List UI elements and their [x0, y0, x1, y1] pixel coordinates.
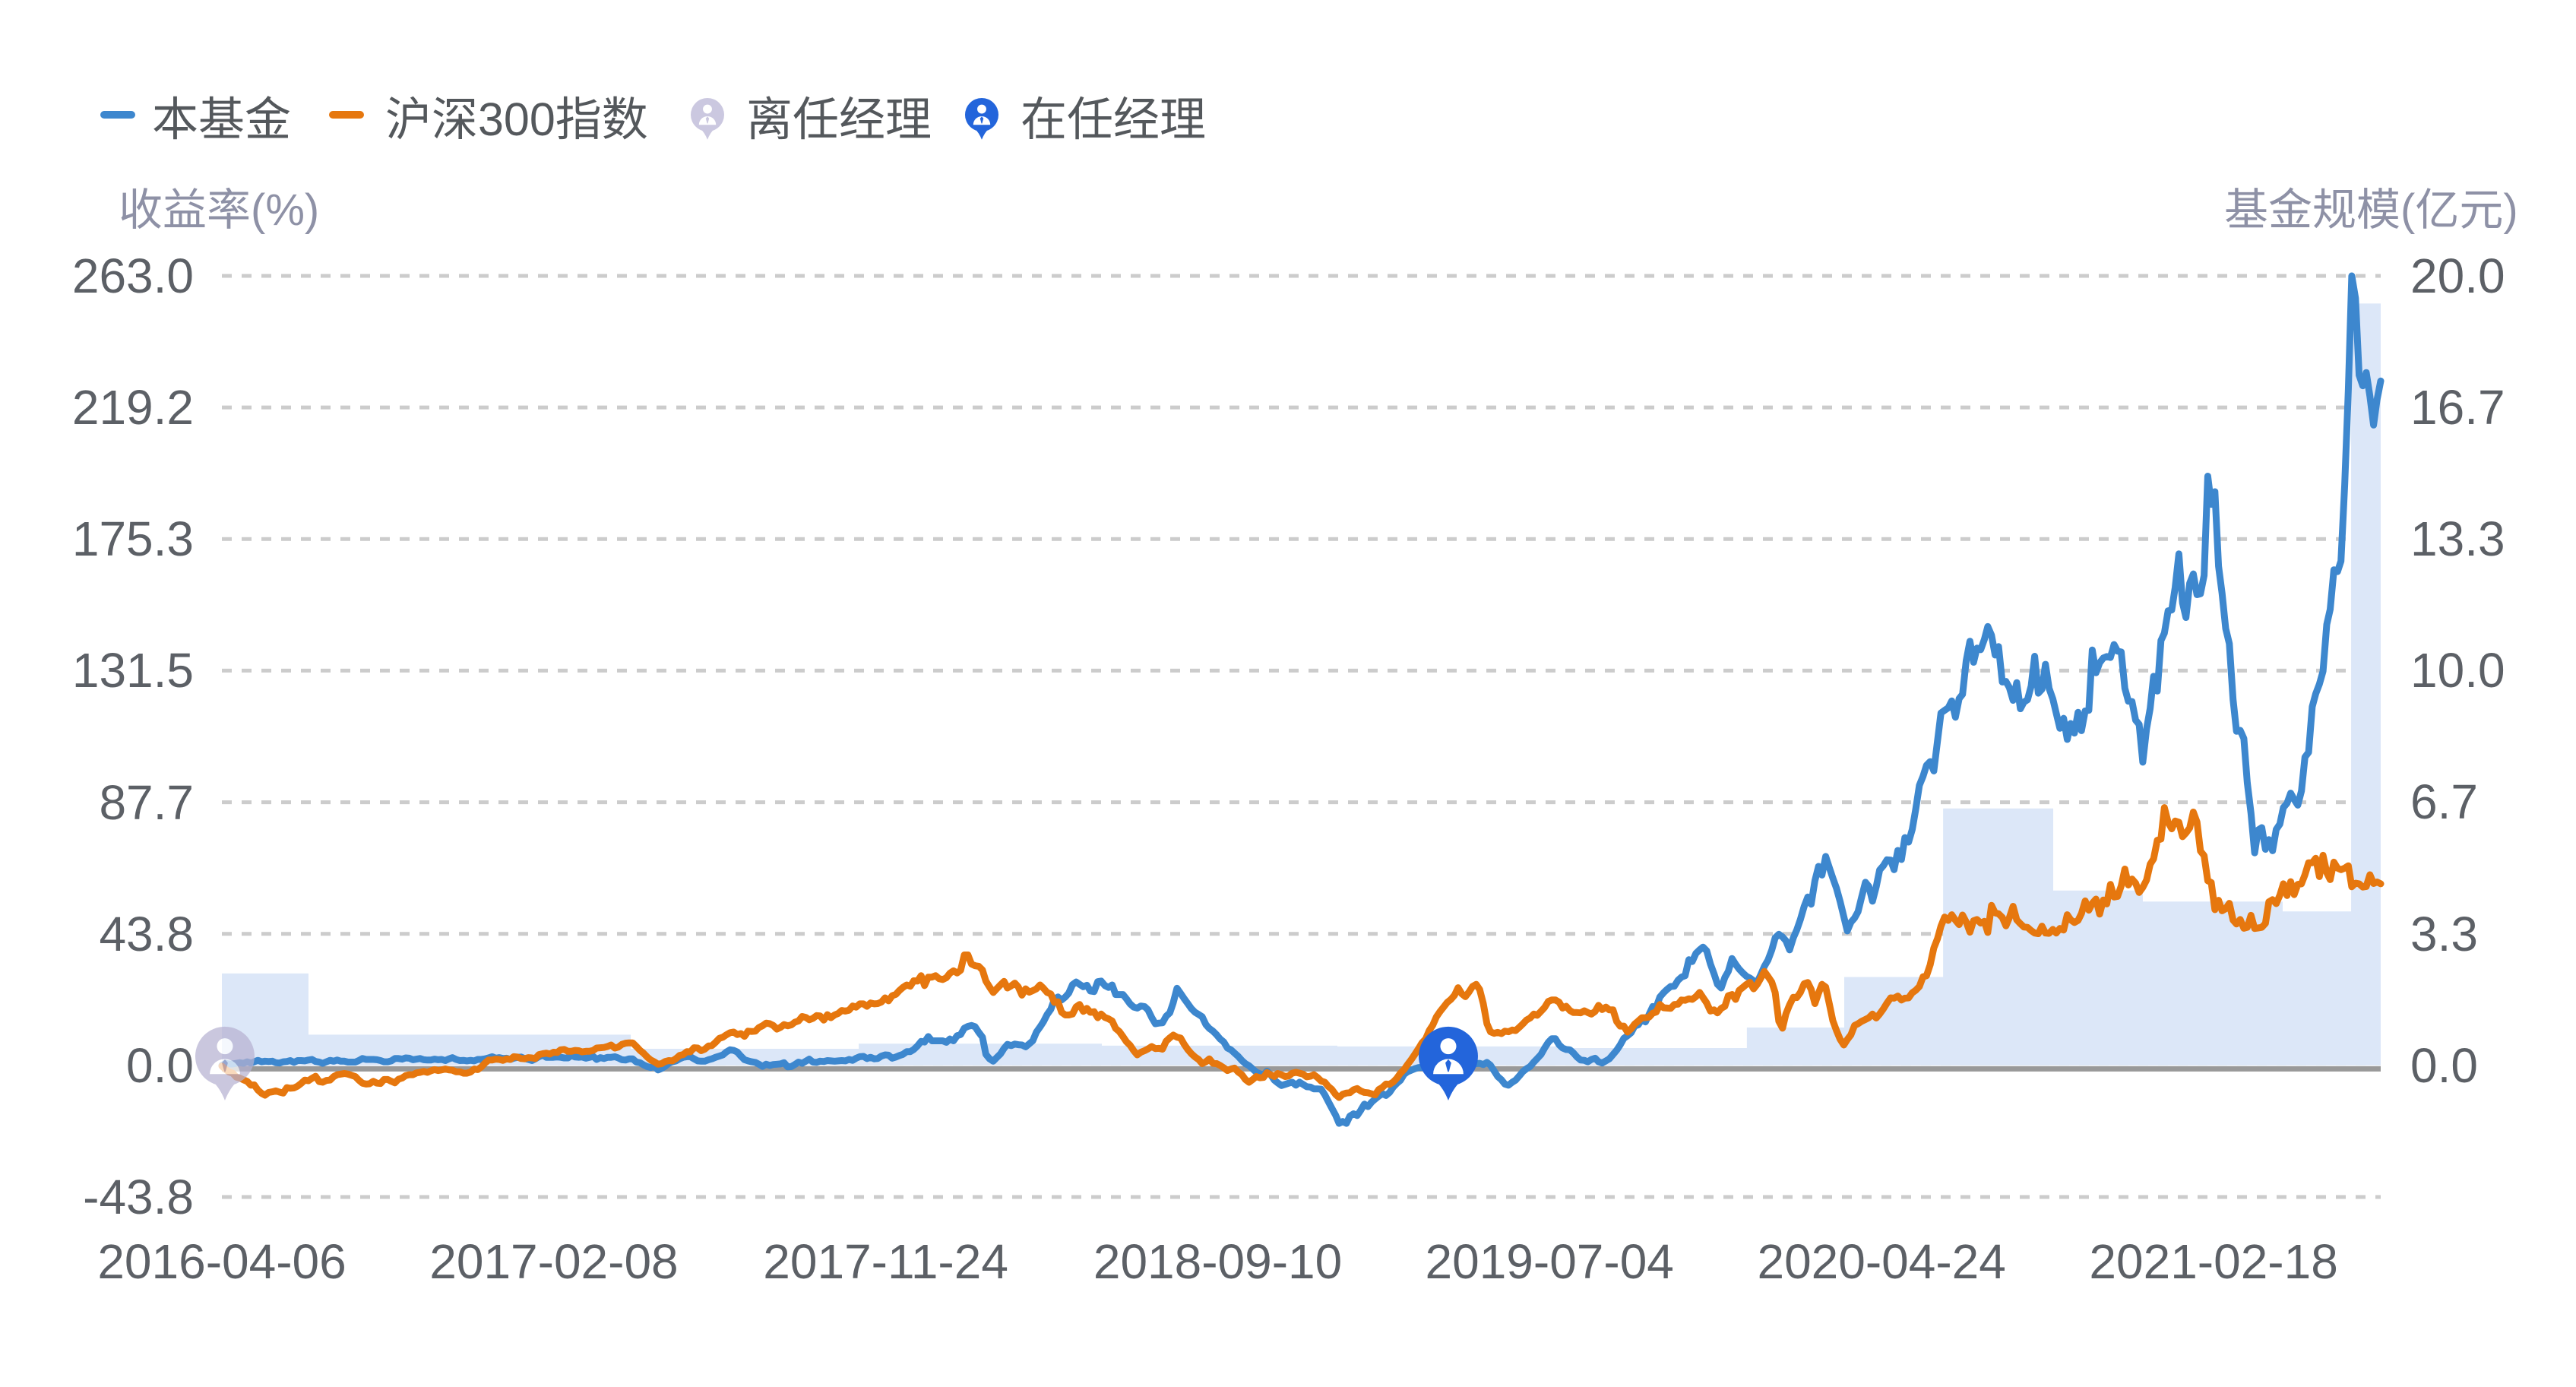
person-head — [217, 1038, 233, 1055]
left-tick-label: 219.2 — [71, 380, 194, 435]
left-tick-label: 0.0 — [126, 1037, 194, 1093]
pin-tail — [211, 1080, 239, 1100]
current-manager-marker — [1418, 1026, 1478, 1100]
pin-tail — [1435, 1080, 1462, 1100]
fund-size-steps — [222, 303, 2381, 1066]
fund-line-swatch — [100, 111, 135, 119]
pin-tail — [700, 128, 715, 140]
pin-circle — [195, 1026, 255, 1086]
x-tick-label: 2021-02-18 — [2089, 1234, 2338, 1289]
index-return-line — [218, 804, 2385, 1101]
left-tick-label: -43.8 — [83, 1170, 194, 1224]
legend-item-label: 在任经理 — [1021, 93, 1207, 145]
person-head — [1440, 1038, 1457, 1055]
legend-item-current-manager[interactable]: 在任经理 — [964, 90, 1206, 145]
left-tick-label: 175.3 — [71, 511, 194, 567]
pin-circle — [965, 98, 998, 131]
pin-glyph — [691, 98, 724, 140]
person-tie — [222, 1059, 228, 1072]
manager-markers — [195, 1026, 1478, 1100]
x-tick-label: 2019-07-04 — [1425, 1234, 1674, 1289]
right-axis-title: 基金规模(亿元) — [2224, 185, 2518, 235]
legend-item-label: 沪深300指数 — [385, 93, 648, 145]
legend-item-label: 离任经理 — [746, 93, 932, 145]
person-tie — [1445, 1059, 1451, 1072]
swatch-rect — [100, 111, 135, 119]
left-tick-label: 263.0 — [71, 249, 194, 303]
left-tick-label: 131.5 — [71, 643, 194, 698]
x-tick-label: 2017-02-08 — [429, 1234, 679, 1289]
series-lines — [218, 272, 2385, 1127]
legend-item-label: 本基金 — [152, 93, 292, 145]
x-tick-label: 2020-04-24 — [1757, 1234, 2006, 1289]
legend-item-fund[interactable]: 本基金 — [100, 90, 291, 145]
x-tick-label: 2017-11-24 — [763, 1234, 1008, 1289]
right-tick-label: 20.0 — [2410, 249, 2505, 303]
pin-tail — [974, 128, 989, 140]
pin-glyph — [965, 98, 998, 140]
right-tick-label: 16.7 — [2410, 379, 2505, 435]
right-tick-label: 10.0 — [2410, 643, 2505, 698]
legend-item-index[interactable]: 沪深300指数 — [329, 90, 648, 145]
right-tick-label: 0.0 — [2410, 1037, 2478, 1093]
person-head — [977, 104, 986, 114]
fund-return-line — [218, 272, 2385, 1127]
person-head — [703, 104, 712, 114]
legend-item-former-manager[interactable]: 离任经理 — [690, 90, 932, 145]
current-manager-pin-icon — [965, 98, 998, 140]
person-tie — [979, 116, 984, 124]
person-tie — [705, 116, 710, 124]
former-manager-marker — [195, 1026, 255, 1100]
index-line-swatch — [329, 111, 364, 119]
former-manager-pin-icon — [691, 98, 724, 140]
x-tick-label: 2016-04-06 — [97, 1234, 347, 1289]
pin-circle — [1418, 1026, 1478, 1086]
x-tick-label: 2018-09-10 — [1093, 1234, 1343, 1289]
pin-circle — [691, 98, 724, 131]
right-tick-label: 3.3 — [2410, 906, 2478, 961]
fund-size-area — [222, 303, 2381, 1066]
right-tick-label: 6.7 — [2410, 774, 2478, 830]
left-axis-title: 收益率(%) — [119, 185, 320, 235]
left-tick-label: 43.8 — [99, 906, 194, 961]
right-tick-label: 13.3 — [2410, 511, 2505, 567]
swatch-rect — [329, 111, 364, 119]
left-tick-label: 87.7 — [99, 774, 194, 830]
